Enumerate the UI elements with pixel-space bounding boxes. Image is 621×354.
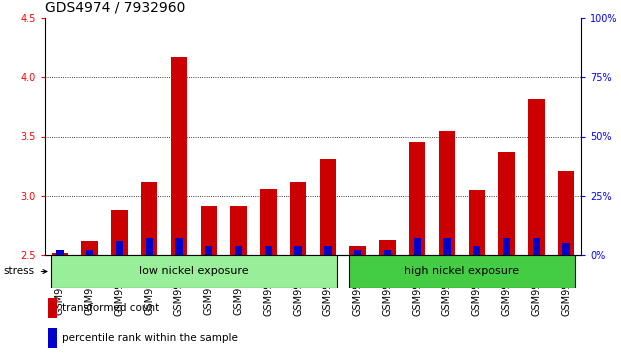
Bar [558,171,574,255]
Bar [175,238,183,255]
Bar [145,238,153,255]
Bar [384,250,391,255]
Bar [499,152,515,255]
Bar [533,238,540,255]
Text: transformed count: transformed count [63,303,160,313]
Bar [52,253,68,255]
Text: low nickel exposure: low nickel exposure [139,267,248,276]
Bar [141,182,157,255]
Bar [290,182,306,255]
Bar [260,189,276,255]
Bar [51,255,337,288]
Text: stress: stress [3,267,34,276]
Bar [48,328,57,348]
Bar [503,238,510,255]
Bar [81,241,98,255]
Bar [116,241,123,255]
Bar [379,240,396,255]
Bar [350,246,366,255]
Bar [443,238,451,255]
Bar [324,246,332,255]
Text: GDS4974 / 7932960: GDS4974 / 7932960 [45,0,186,14]
Bar [205,246,212,255]
Text: high nickel exposure: high nickel exposure [404,267,519,276]
Text: percentile rank within the sample: percentile rank within the sample [63,333,238,343]
Bar [320,159,336,255]
Bar [409,142,425,255]
Bar [473,246,481,255]
Bar [171,57,187,255]
Bar [354,250,361,255]
Bar [57,250,63,255]
Bar [439,131,455,255]
Bar [414,238,421,255]
Bar [235,246,242,255]
Bar [528,98,545,255]
Bar [230,206,247,255]
Bar [349,255,575,288]
Bar [563,243,570,255]
Bar [201,206,217,255]
Bar [294,246,302,255]
Bar [86,250,93,255]
Bar [111,210,128,255]
Bar [48,298,57,318]
Bar [265,246,272,255]
Bar [469,190,485,255]
